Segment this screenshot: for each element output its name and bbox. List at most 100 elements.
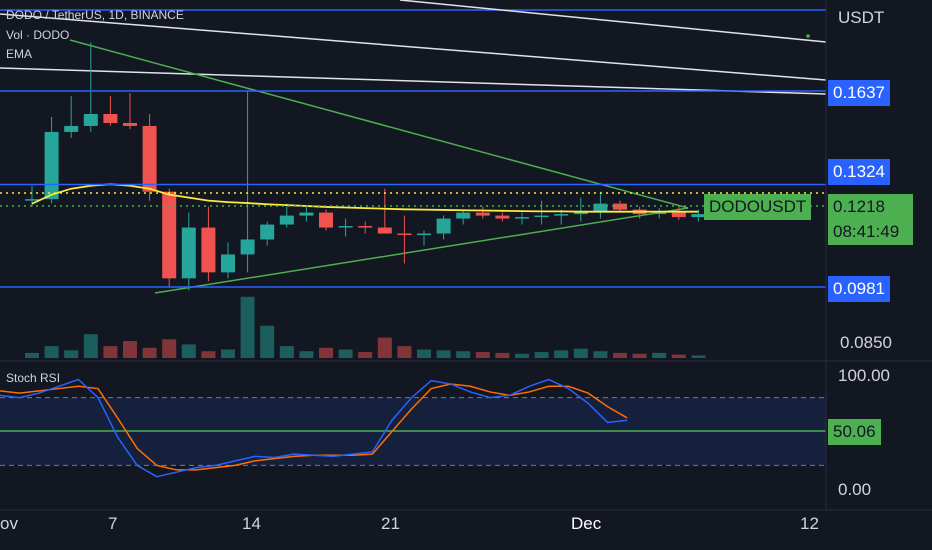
volume-bar	[456, 351, 471, 358]
symbol-title[interactable]: DODO / TetherUS, 1D, BINANCE	[6, 8, 184, 22]
candle-body	[319, 212, 333, 228]
candle-body	[358, 226, 373, 228]
price-tick-0-0850: 0.0850	[840, 333, 892, 352]
candle-body	[593, 203, 608, 212]
volume-bar	[593, 351, 608, 358]
volume-bar	[691, 355, 706, 358]
candle-body	[515, 217, 529, 219]
triangle-upper-line	[69, 39, 689, 209]
volume-bar	[260, 325, 275, 358]
candle-body	[103, 114, 118, 123]
volume-bar	[495, 352, 510, 358]
candle-body	[123, 122, 137, 126]
volume-bar	[417, 349, 431, 358]
x-tick-21: 21	[381, 514, 400, 533]
volume-bar	[221, 349, 235, 358]
candle-body	[221, 254, 235, 273]
volume-bar	[123, 341, 137, 358]
triangle-lower-line	[154, 207, 689, 294]
horizontal-levels[interactable]	[0, 90, 826, 288]
currency-label: USDT	[838, 8, 885, 27]
x-tick-dec: Dec	[571, 514, 602, 533]
x-tick-14: 14	[242, 514, 261, 533]
candle-body	[691, 214, 706, 218]
symbol-tag: DODOUSDT	[704, 194, 812, 220]
candle-body	[279, 215, 294, 225]
ema-path	[31, 183, 699, 213]
volume-bar	[201, 351, 216, 358]
marker-dot	[806, 34, 810, 38]
volume-bar	[240, 296, 255, 358]
volume-bar	[64, 350, 79, 358]
stoch-rsi-pane	[0, 378, 826, 478]
candle-body	[338, 226, 353, 228]
candle-body	[377, 227, 392, 234]
volume-bar	[613, 352, 627, 358]
axes	[0, 0, 932, 511]
volume-bar	[279, 346, 294, 358]
candle-body	[181, 227, 196, 279]
volume-bars	[25, 296, 706, 358]
candle-body	[299, 212, 314, 216]
last-price-tag: 0.1218	[828, 194, 913, 220]
x-tick-7: 7	[108, 514, 118, 533]
volume-bar	[338, 349, 353, 358]
candle-body	[397, 233, 412, 236]
volume-bar	[397, 346, 412, 358]
candle-body	[83, 114, 98, 126]
volume-bar	[299, 351, 314, 358]
level-tag-0-0981: 0.0981	[828, 276, 890, 302]
volume-bar	[515, 353, 529, 358]
volume-bar	[652, 352, 667, 358]
white-trendline-3	[0, 67, 827, 95]
stoch-rsi-title[interactable]: Stoch RSI	[6, 371, 61, 385]
level-tag-0-1637: 0.1637	[828, 80, 890, 106]
volume-bar	[83, 334, 98, 358]
candle-body	[201, 227, 216, 273]
candle-body	[495, 215, 510, 219]
volume-bar	[475, 352, 490, 358]
volume-bar	[142, 347, 157, 358]
volume-bar	[554, 350, 569, 358]
volume-bar	[181, 344, 196, 358]
volume-bar	[358, 352, 373, 358]
volume-bar	[573, 348, 588, 358]
volume-bar	[319, 347, 333, 358]
volume-bar	[44, 346, 59, 358]
candle-body	[475, 212, 490, 216]
candle-body	[44, 131, 59, 200]
candle-body	[260, 224, 275, 240]
candle-body	[652, 212, 667, 215]
level-tag-0-1324: 0.1324	[828, 159, 890, 185]
volume-bar	[25, 352, 39, 358]
ema-line	[31, 183, 699, 213]
candle-body	[25, 199, 39, 201]
candle-body	[436, 218, 451, 234]
ema-legend[interactable]: EMA	[6, 47, 33, 61]
candle-body	[240, 239, 255, 255]
candle-body	[162, 191, 177, 279]
countdown-tag: 08:41:49	[828, 219, 913, 245]
stoch-value-tag: 50.06	[828, 419, 881, 445]
candle-body	[554, 214, 569, 216]
stoch-tick-100: 100.00	[838, 366, 890, 385]
candle-body	[142, 125, 157, 192]
white-trendline-1	[399, 0, 827, 43]
candle-body	[671, 212, 686, 218]
volume-bar	[436, 350, 451, 358]
volume-legend[interactable]: Vol · DODO	[6, 28, 70, 42]
candle-body	[456, 212, 471, 219]
volume-bar	[632, 353, 647, 358]
x-tick-12: 12	[800, 514, 819, 533]
stoch-k-line	[0, 378, 628, 478]
volume-bar	[103, 346, 118, 358]
volume-bar	[162, 339, 177, 358]
volume-bar	[534, 352, 549, 358]
candle-body	[417, 233, 431, 236]
x-tick-ov: ov	[0, 514, 18, 533]
candle-body	[64, 125, 79, 132]
stoch-tick-0: 0.00	[838, 480, 872, 499]
volume-bar	[377, 337, 392, 358]
volume-bar	[671, 354, 686, 358]
